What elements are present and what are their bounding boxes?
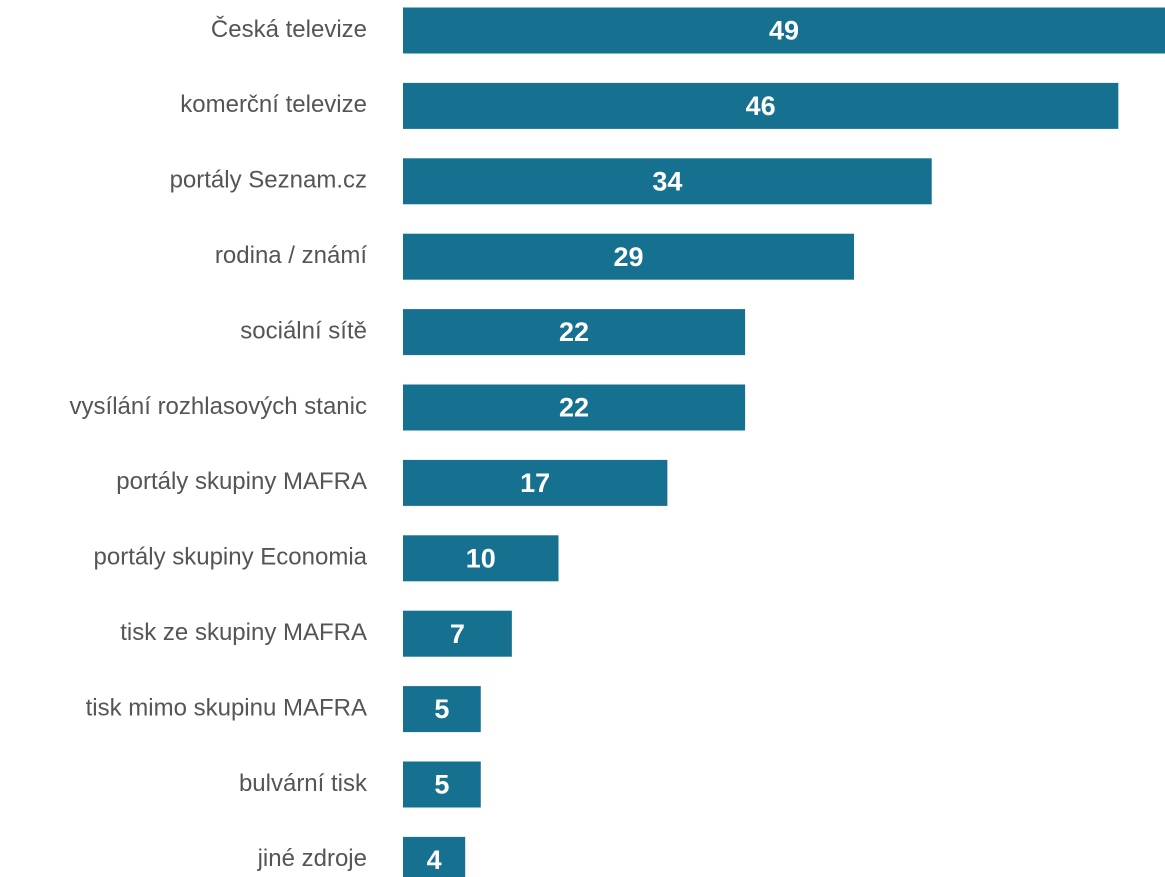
bar [403, 535, 559, 582]
value-label: 49 [769, 16, 799, 46]
value-label: 29 [613, 242, 643, 272]
value-label: 5 [434, 770, 449, 800]
category-label: tisk mimo skupinu MAFRA [86, 694, 367, 721]
category-label: jiné zdroje [257, 845, 367, 872]
bar [403, 459, 668, 506]
value-label: 22 [559, 393, 589, 423]
category-label: portály skupiny Economia [94, 544, 368, 571]
bar [403, 610, 512, 657]
value-label: 5 [434, 694, 449, 724]
category-label: vysílání rozhlasových stanic [70, 393, 367, 420]
bar [403, 309, 746, 356]
value-label: 34 [652, 166, 682, 196]
bar [403, 836, 466, 877]
category-label: rodina / známí [215, 242, 367, 269]
category-label: komerční televize [180, 91, 367, 118]
value-label: 46 [746, 91, 776, 121]
value-label: 17 [520, 468, 550, 498]
bar [403, 686, 481, 733]
category-label: sociální sítě [240, 317, 367, 344]
value-label: 7 [450, 619, 465, 649]
category-label: portály Seznam.cz [170, 167, 367, 194]
category-label: tisk ze skupiny MAFRA [120, 619, 367, 646]
category-label: Česká televize [211, 15, 367, 43]
category-label: bulvární tisk [239, 770, 368, 797]
value-label: 10 [466, 543, 496, 573]
bar [403, 384, 746, 431]
bar [403, 158, 932, 205]
value-label: 4 [427, 845, 442, 875]
bar [403, 233, 854, 280]
category-label: portály skupiny MAFRA [116, 468, 367, 495]
bar [403, 82, 1119, 129]
bar [403, 7, 1165, 54]
value-label: 22 [559, 317, 589, 347]
bar [403, 761, 481, 808]
